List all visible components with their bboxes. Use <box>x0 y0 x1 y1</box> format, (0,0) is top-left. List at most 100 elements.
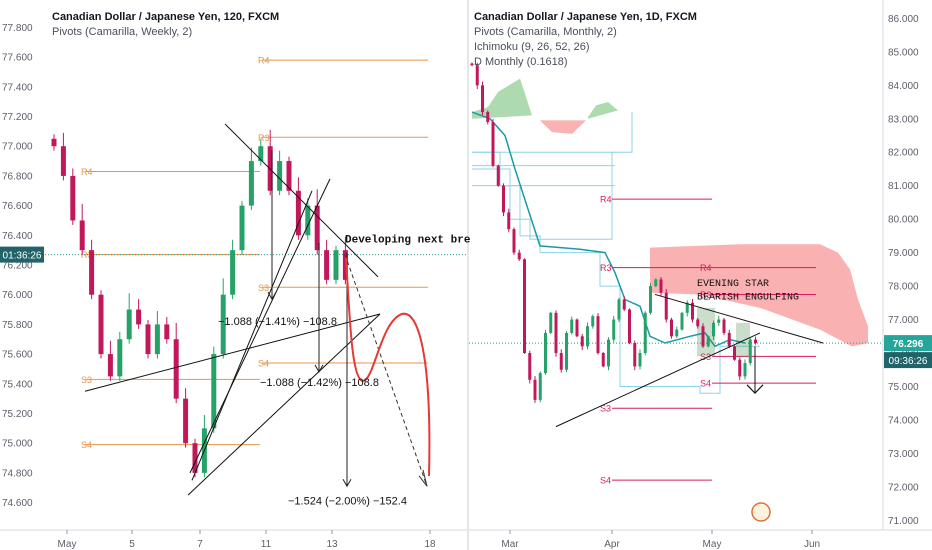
candle-body <box>51 138 57 147</box>
y-tick-label: 76.600 <box>2 201 33 212</box>
right-chart-panel[interactable]: 86.000 85.000 84.000 83.000 82.000 81.000 80.0… <box>469 0 932 550</box>
candle-body <box>712 322 715 337</box>
x-tick-label: May <box>703 539 722 550</box>
y-tick-label: 77.000 <box>888 315 919 326</box>
annotation-text: −1.088 (−1.41%) −108.8 <box>218 316 337 328</box>
pivot-label: S4 <box>258 359 269 369</box>
candle-body <box>70 175 76 221</box>
candle-body <box>654 279 658 287</box>
candle-body <box>230 250 236 295</box>
candle-body <box>565 332 568 370</box>
right-chart-title: Canadian Dollar / Japanese Yen, 1D, FXCM <box>474 11 697 23</box>
candle-body <box>664 292 668 320</box>
candle-body <box>554 312 558 354</box>
projection-curve <box>345 257 431 476</box>
triangle-lower-line <box>555 332 761 428</box>
candle-body <box>126 309 132 340</box>
candle-body <box>633 342 637 367</box>
monthly-pivot-label: R3 <box>700 290 712 300</box>
candle-body <box>314 205 320 251</box>
candle-body <box>612 319 616 340</box>
candle-body <box>211 354 217 429</box>
candle-body <box>638 353 642 367</box>
y-tick-label: 76.200 <box>2 261 33 272</box>
candle-body <box>659 279 663 293</box>
x-tick-label: Apr <box>604 539 620 550</box>
monthly-pivot-label: S3 <box>700 352 711 362</box>
candle-body <box>491 122 495 166</box>
candle-body <box>596 316 600 354</box>
candle-body <box>258 146 264 162</box>
candle-body <box>164 324 170 340</box>
trendline-steep <box>189 178 331 474</box>
candle-body <box>342 250 348 280</box>
pivot-label: R3 <box>81 250 93 260</box>
y-tick-label: 71.000 <box>888 516 919 527</box>
y-tick-label: 78.000 <box>888 282 919 293</box>
candle-body <box>248 161 254 206</box>
pattern-highlight-2 <box>736 322 750 357</box>
candle-body <box>591 316 595 327</box>
candle-body <box>685 302 689 313</box>
candle-body <box>743 363 747 377</box>
y-tick-label: 76.000 <box>2 290 33 301</box>
candle-body <box>486 112 490 123</box>
candle-body <box>717 319 721 323</box>
candle-body <box>748 339 752 364</box>
y-tick-label: 77.200 <box>2 112 33 123</box>
candle-body <box>528 353 532 380</box>
y-tick-label: 77.600 <box>2 53 33 64</box>
y-tick-label: 79.000 <box>888 248 919 259</box>
monthly-pivot-label: S4 <box>600 476 611 486</box>
candle-body <box>183 398 189 444</box>
ichimoku-cloud-bull-2 <box>588 102 618 119</box>
monthly-pivot-label: S4 <box>700 379 711 389</box>
left-pivots-legend: Pivots (Camarilla, Weekly, 2) <box>52 26 193 38</box>
candle-body <box>117 339 123 377</box>
monthly-pivot-label: R3 <box>600 263 612 273</box>
right-ichimoku-legend: Ichimoku (9, 26, 52, 26) <box>474 41 590 53</box>
projected-dashed-head <box>418 469 428 487</box>
y-tick-label: 82.000 <box>888 148 919 159</box>
candle-body <box>507 212 511 230</box>
candle-body <box>607 339 610 367</box>
candle-body <box>220 294 226 355</box>
last-price-tag-text: 76.296 <box>893 339 924 350</box>
trendline-support <box>84 313 381 392</box>
x-tick-label: 11 <box>261 539 272 550</box>
ichimoku-cloud-bear-small <box>540 120 586 134</box>
y-tick-label: 77.400 <box>2 82 33 93</box>
candle-body <box>549 312 553 333</box>
candle-body <box>295 190 301 236</box>
pivot-label: S3 <box>81 375 92 385</box>
pivot-label: S4 <box>81 440 92 450</box>
left-chart-title: Canadian Dollar / Japanese Yen, 120, FXC… <box>52 11 280 23</box>
ichimoku-tenkan <box>471 111 746 348</box>
candle-body <box>675 329 679 337</box>
candle-body <box>649 286 652 313</box>
candle-body <box>333 250 339 280</box>
candle-body <box>643 312 647 354</box>
candle-body <box>580 336 584 347</box>
x-tick-label: 5 <box>129 539 135 550</box>
left-chart-legend: Canadian Dollar / Japanese Yen, 120, FXC… <box>52 10 279 40</box>
trendline-upper <box>224 123 379 278</box>
candle-body <box>470 63 474 66</box>
candle-body <box>60 146 66 176</box>
monthly-pivot-label: R4 <box>700 263 712 273</box>
current-time-tag-text: 01:36:26 <box>3 251 42 262</box>
candle-body <box>628 309 631 343</box>
left-chart-panel[interactable]: 77.800 77.600 77.400 77.200 77.000 76.800 76.6… <box>0 0 471 550</box>
y-tick-label: 75.800 <box>2 320 33 331</box>
right-chart-legend: Canadian Dollar / Japanese Yen, 1D, FXCM… <box>474 10 697 70</box>
countdown-tag <box>884 352 932 369</box>
annotation-text: Developing next bre <box>345 235 471 247</box>
x-tick-label: Jun <box>804 539 820 550</box>
candle-body <box>575 319 579 337</box>
candle-body <box>502 185 505 213</box>
y-tick-label: 76.800 <box>2 171 33 182</box>
monthly-pivot-label: R4 <box>600 195 612 205</box>
countdown-tag-text: 09:36:26 <box>889 356 928 367</box>
candle-body <box>601 353 605 367</box>
current-time-tag <box>0 246 44 263</box>
